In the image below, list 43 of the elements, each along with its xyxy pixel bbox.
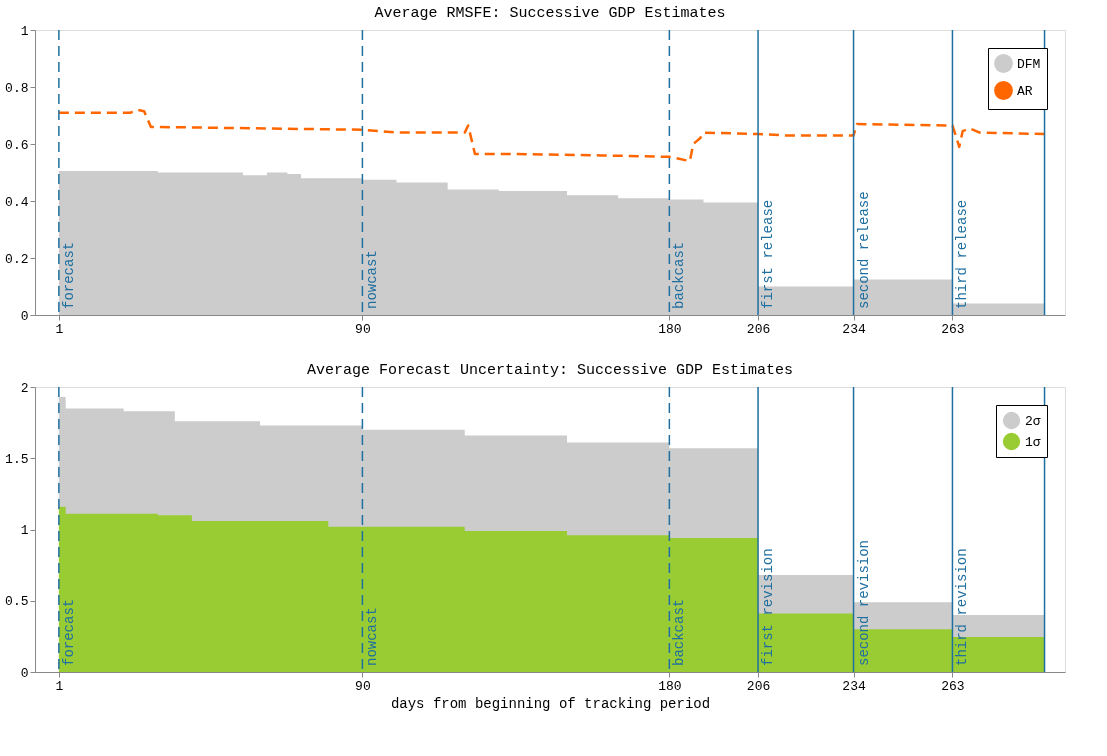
ref-line-label: second release xyxy=(855,191,872,309)
ref-line-label: nowcast xyxy=(364,607,381,666)
y-tick-label: 1 xyxy=(20,23,29,39)
legend-label: 2σ xyxy=(1025,413,1041,429)
chart-title: Average Forecast Uncertainty: Successive GDP Estimates xyxy=(306,362,794,379)
legend-label: 1σ xyxy=(1025,434,1041,450)
ref-line-label: first release xyxy=(760,199,777,309)
x-tick-label: 263 xyxy=(941,321,965,337)
x-axis-title: days from beginning of tracking period xyxy=(390,695,711,712)
ref-line-label: backcast xyxy=(671,598,688,666)
x-tick-label: 180 xyxy=(658,678,682,694)
ref-line-label: third revision xyxy=(954,548,971,666)
y-tick-label: 1.5 xyxy=(5,451,29,467)
x-tick-label: 234 xyxy=(842,678,866,694)
ref-line-label: third release xyxy=(954,199,971,309)
ref-line-label: nowcast xyxy=(364,250,381,309)
legend-label: AR xyxy=(1017,83,1033,99)
x-tick-label: 90 xyxy=(355,321,371,337)
ref-line-label: second revision xyxy=(855,539,872,666)
x-tick-label: 1 xyxy=(55,321,64,337)
x-tick-label: 263 xyxy=(941,678,965,694)
x-tick-label: 206 xyxy=(746,321,771,337)
legend-label: DFM xyxy=(1017,56,1041,72)
y-tick-label: 1 xyxy=(20,523,29,538)
x-tick-label: 180 xyxy=(658,321,682,337)
y-tick-label: 0 xyxy=(20,308,29,324)
y-tick-label: 0.2 xyxy=(5,251,29,267)
line-series xyxy=(57,108,1046,163)
y-tick-label: 0.6 xyxy=(5,137,29,153)
chart-title: Average RMSFE: Successive GDP Estimates xyxy=(374,5,726,22)
ref-line-label: forecast xyxy=(60,598,77,666)
x-tick-label: 234 xyxy=(842,321,866,337)
y-tick-label: 0.8 xyxy=(5,80,29,96)
ref-line-label: first revision xyxy=(760,548,777,666)
y-tick-label: 2 xyxy=(20,380,29,396)
y-tick-label: 0.4 xyxy=(5,194,29,210)
ref-line-label: forecast xyxy=(60,241,77,309)
y-tick-label: 0 xyxy=(20,665,29,681)
x-tick-label: 1 xyxy=(55,678,64,694)
x-tick-label: 206 xyxy=(746,678,771,694)
x-tick-label: 90 xyxy=(355,678,371,694)
y-tick-label: 0.5 xyxy=(5,594,29,610)
ref-line-label: backcast xyxy=(671,241,688,309)
